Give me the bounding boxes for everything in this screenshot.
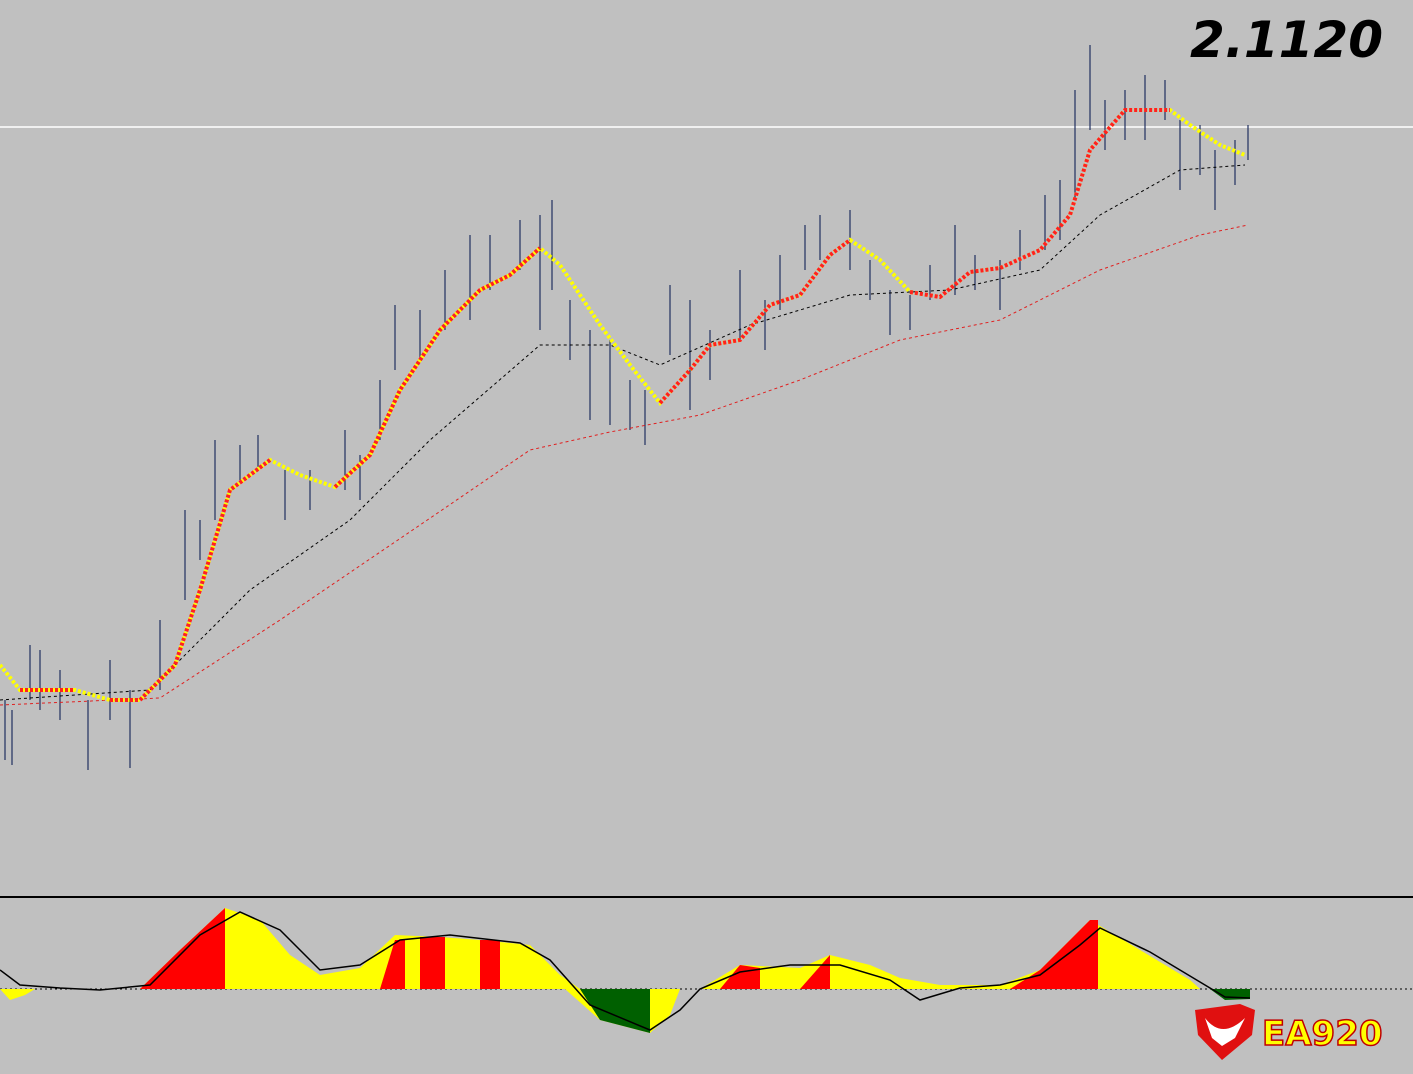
signal-line (0, 911, 1251, 1031)
candles (4, 45, 1249, 770)
histogram (0, 908, 1250, 1033)
long-average (0, 224, 1249, 706)
logo-emblem (1205, 1018, 1245, 1046)
slow-average (0, 164, 1246, 701)
price-label: 2.1120 (1190, 11, 1383, 69)
trend-line-red (20, 108, 1170, 702)
logo: EA920 (1195, 1004, 1383, 1060)
logo-text: EA920 (1262, 1014, 1383, 1054)
